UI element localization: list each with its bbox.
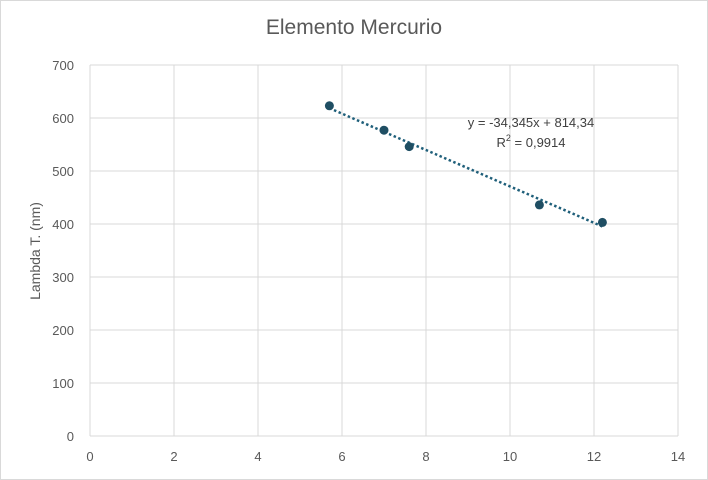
y-tick-label: 500 — [52, 164, 74, 179]
data-point — [534, 200, 544, 210]
data-point — [379, 125, 389, 135]
y-axis-label: Lambda T. (nm) — [27, 202, 43, 300]
y-tick-label: 600 — [52, 111, 74, 126]
r-squared-label: R2 = 0,9914 — [497, 133, 566, 150]
grid-lines — [89, 64, 679, 437]
data-point — [404, 142, 414, 152]
x-tick-label: 10 — [503, 449, 517, 464]
x-tick-label: 8 — [422, 449, 429, 464]
y-tick-label: 100 — [52, 376, 74, 391]
data-points — [324, 101, 607, 227]
x-tick-labels: 0 2 4 6 8 10 12 14 — [86, 449, 685, 464]
y-tick-label: 400 — [52, 217, 74, 232]
y-tick-labels: 0 100 200 300 400 500 600 700 — [52, 58, 74, 444]
r-squared-prefix: R — [497, 135, 506, 150]
y-tick-label: 700 — [52, 58, 74, 73]
trendline-equation: y = -34,345x + 814,34 — [468, 115, 594, 130]
data-point — [324, 101, 334, 111]
r-squared-value: = 0,9914 — [511, 135, 566, 150]
x-tick-label: 0 — [86, 449, 93, 464]
data-point — [597, 217, 607, 227]
x-tick-label: 12 — [587, 449, 601, 464]
y-tick-label: 0 — [67, 429, 74, 444]
x-tick-label: 4 — [254, 449, 261, 464]
r-squared-exponent: 2 — [506, 133, 511, 143]
x-tick-label: 6 — [338, 449, 345, 464]
x-tick-label: 2 — [170, 449, 177, 464]
x-tick-label: 14 — [671, 449, 685, 464]
chart-title: Elemento Mercurio — [265, 16, 443, 39]
y-tick-label: 300 — [52, 270, 74, 285]
y-tick-label: 200 — [52, 323, 74, 338]
